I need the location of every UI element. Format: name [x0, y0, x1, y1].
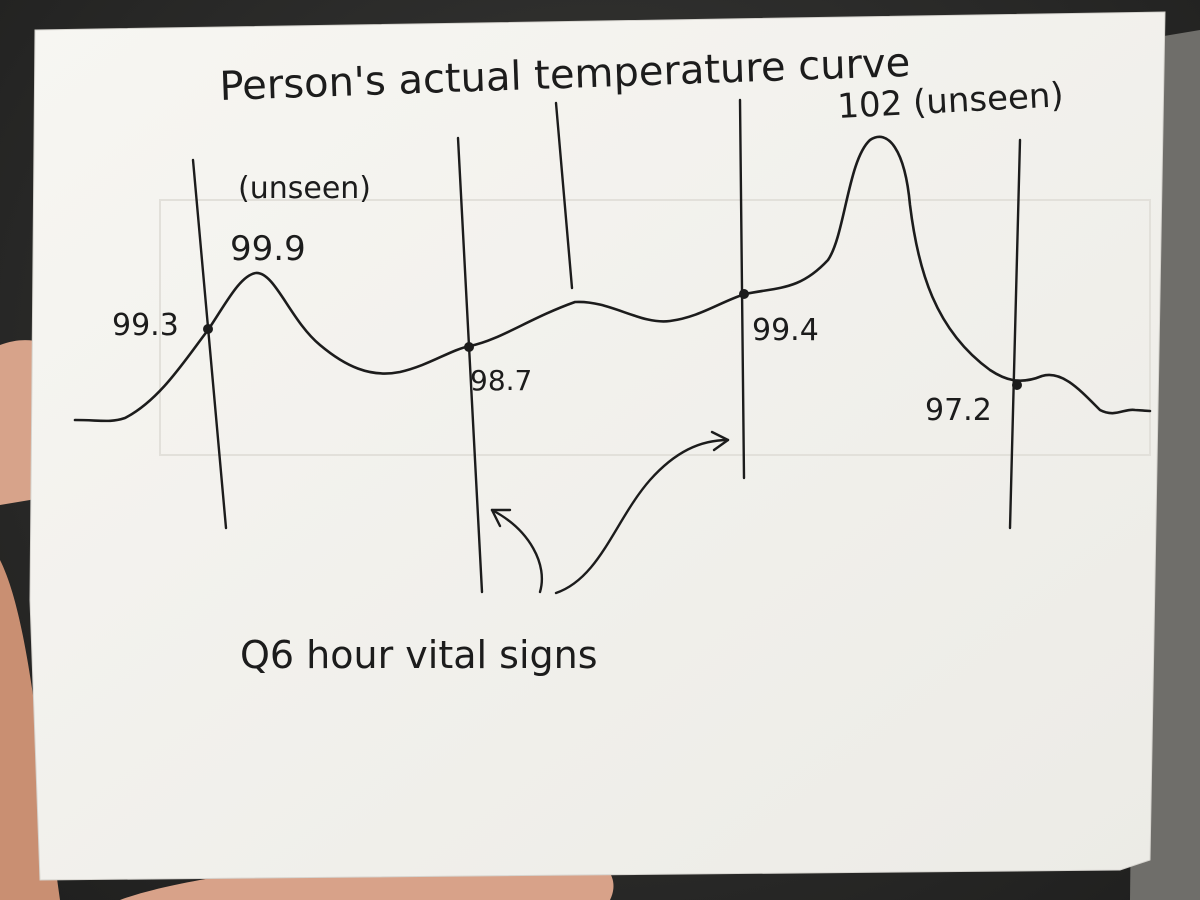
arrow-right-head	[710, 430, 730, 452]
vline-4	[738, 98, 746, 480]
reading-2: 99.9	[230, 229, 306, 269]
reading-4: 99.4	[752, 313, 819, 348]
reading-1: 99.3	[112, 308, 179, 343]
arrows	[490, 430, 730, 595]
handwritten-text: Person's actual temperature curve (unsee…	[112, 40, 1065, 677]
dot-2	[464, 342, 474, 352]
temperature-curve	[73, 135, 1152, 423]
note-footer: Q6 hour vital signs	[240, 633, 598, 677]
dot-3	[739, 289, 749, 299]
print-through	[159, 199, 1151, 456]
arrow-right	[554, 438, 730, 595]
arrow-left-head	[490, 508, 512, 528]
vline-1	[191, 158, 228, 530]
vline-5	[1008, 138, 1022, 530]
annotation-unseen-left: (unseen)	[238, 171, 371, 206]
paper	[29, 11, 1166, 881]
reading-3: 98.7	[470, 364, 532, 397]
dot-1	[203, 324, 213, 334]
vertical-lines	[191, 98, 1022, 594]
arrow-left	[490, 508, 544, 594]
vline-2	[456, 136, 484, 594]
vline-3	[554, 101, 574, 290]
dot-4	[1012, 380, 1022, 390]
reading-5: 97.2	[925, 393, 992, 428]
